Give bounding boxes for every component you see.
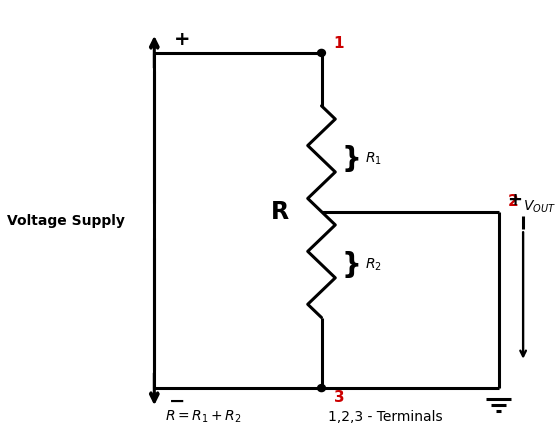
Text: Voltage Supply: Voltage Supply [7,213,125,228]
Text: }: } [341,145,361,173]
Text: $R = R_1 + R_2$: $R = R_1 + R_2$ [165,408,242,425]
Text: +: + [174,30,190,49]
Circle shape [318,385,325,392]
Text: +: + [507,191,522,209]
Text: 1,2,3 - Terminals: 1,2,3 - Terminals [328,410,443,424]
Circle shape [318,49,325,56]
Text: 1: 1 [334,36,344,51]
Text: $R_2$: $R_2$ [365,256,381,273]
Text: 2: 2 [507,194,518,209]
Text: $V_{OUT}$: $V_{OUT}$ [523,199,556,216]
Text: −: − [169,392,185,411]
Text: }: } [341,250,361,279]
Text: 3: 3 [334,390,344,405]
Text: $R_1$: $R_1$ [365,150,382,167]
Text: R: R [270,200,289,224]
